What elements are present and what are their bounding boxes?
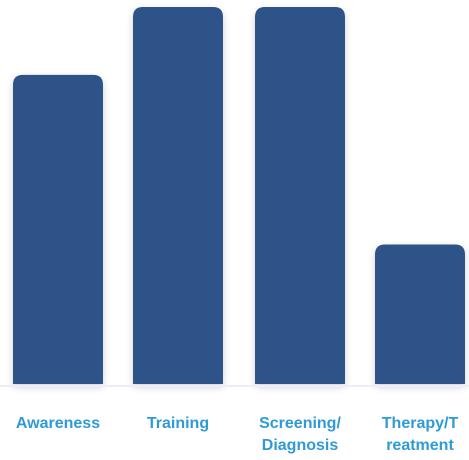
x-tick-label-2: Screening/Diagnosis <box>259 415 341 454</box>
x-tick-label-line: Screening/ <box>259 415 341 432</box>
x-tick-label-0: Awareness <box>16 415 100 432</box>
bar-2 <box>255 7 345 384</box>
bar-3 <box>375 244 465 384</box>
bar-1 <box>133 7 223 384</box>
x-tick-label-line: Training <box>147 415 209 432</box>
x-tick-label-line: Therapy/T <box>382 415 459 432</box>
bars-layer <box>13 7 465 385</box>
x-tick-labels: Awareness Training Screening/Diagnosis Ther… <box>16 415 459 454</box>
x-tick-label-line: reatment <box>386 437 454 454</box>
x-tick-label-1: Training <box>147 415 209 432</box>
x-tick-label-line: Awareness <box>16 415 100 432</box>
x-tick-label-line: Diagnosis <box>262 437 339 454</box>
x-tick-label-3: Therapy/T reatment <box>382 415 459 454</box>
bar-0 <box>13 74 103 385</box>
